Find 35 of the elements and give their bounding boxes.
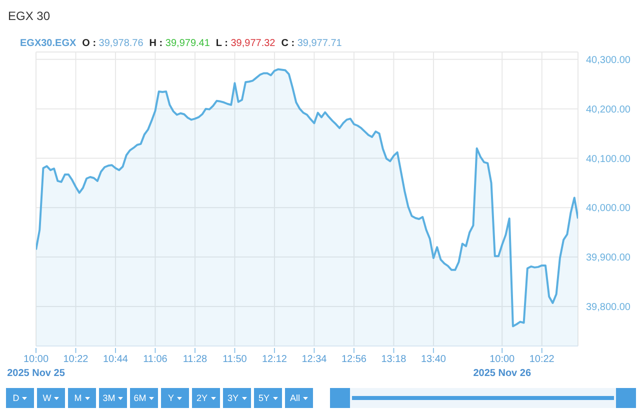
y-tick-label: 39,800.00 xyxy=(586,302,631,314)
x-tick-label: 11:50 xyxy=(222,354,248,365)
x-tick-label: 13:18 xyxy=(381,354,407,365)
text: C : 39,977.71 xyxy=(281,38,342,49)
x-tick-label: 12:34 xyxy=(302,354,328,365)
text: 2Y xyxy=(196,393,208,403)
x-tick-label: 11:28 xyxy=(182,354,208,365)
text: All xyxy=(290,393,300,403)
text: O : 39,978.76 xyxy=(82,38,144,49)
x-tick-label: 11:06 xyxy=(143,354,168,365)
x-tick-label: 10:00 2025 Nov 26 xyxy=(473,354,532,379)
text: Y xyxy=(168,393,174,403)
text: 5Y xyxy=(258,393,270,403)
chart-subtitle: EGX30.EGX xyxy=(20,38,76,49)
x-tick-label: 10:00 2025 Nov 25 xyxy=(7,354,66,379)
x-tick-label: 12:56 xyxy=(341,354,367,365)
x-tick-label: 12:12 xyxy=(262,354,288,365)
chart-title: EGX 30 xyxy=(8,9,50,23)
y-tick-label: 40,100.00 xyxy=(586,154,631,165)
text: D xyxy=(12,393,20,403)
x-tick-label: 10:44 xyxy=(102,354,128,365)
x-tick-label: 10:22 xyxy=(529,354,555,365)
y-tick-label: 40,000.00 xyxy=(586,203,631,214)
text: H : 39,979.41 xyxy=(149,38,210,49)
text: W xyxy=(42,393,52,403)
x-tick-label: 13:40 xyxy=(420,354,446,365)
y-tick-label: 40,300.00 xyxy=(586,54,631,66)
x-tick-label: 10:22 xyxy=(63,354,89,365)
y-tick-label: 40,200.00 xyxy=(586,104,631,116)
text: 3M xyxy=(102,393,116,403)
y-tick-label: 39,900.00 xyxy=(586,252,631,264)
text: M xyxy=(74,393,82,403)
text: 6M xyxy=(134,393,146,403)
text: L : 39,977.32 xyxy=(216,38,276,49)
text: 3Y xyxy=(227,393,238,403)
